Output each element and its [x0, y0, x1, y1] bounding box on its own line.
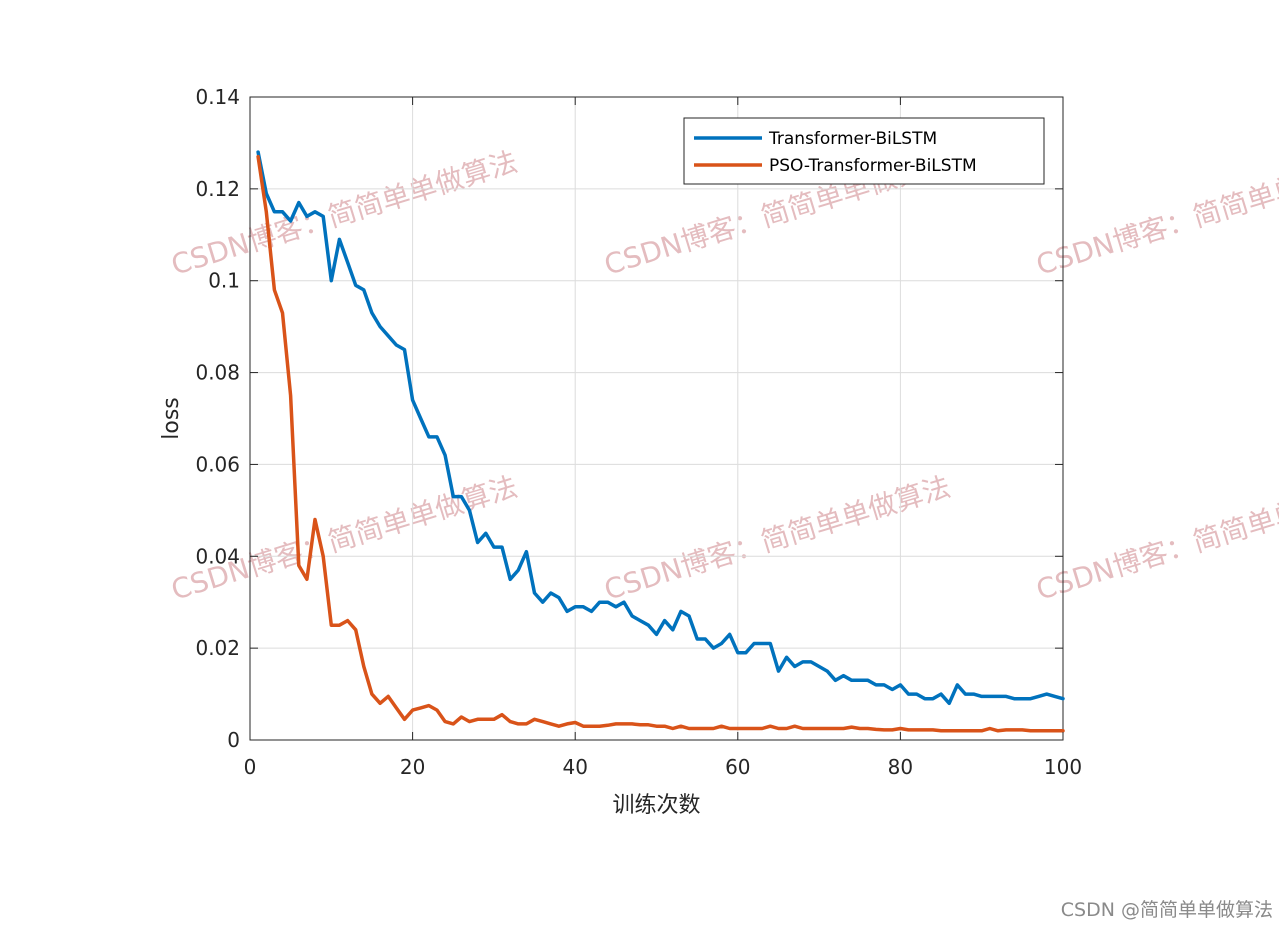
y-tick-label: 0.08: [195, 361, 240, 385]
series-layer: [256, 150, 1065, 733]
watermark-text: CSDN博客：简简单单做算法: [167, 470, 521, 607]
y-axis-label: loss: [159, 397, 184, 440]
watermark-text: CSDN博客：简简单单做算法: [1032, 470, 1279, 607]
series-line-1: [256, 150, 1065, 706]
plot-area: [249, 96, 1064, 741]
x-axis-label: 训练次数: [612, 793, 700, 818]
x-tick-label: 0: [244, 755, 257, 779]
watermark-layer: CSDN博客：简简单单做算法 CSDN博客：简简单单做算法 CSDN博客：简简单单做…: [167, 145, 1279, 607]
y-tick-label: 0: [227, 728, 240, 752]
legend: Transformer-BiLSTM PSO-Transformer-BiLSTM: [683, 117, 1045, 185]
y-axis-ticks: 0 0.02 0.04 0.06 0.08 0.1 0.12 0.14: [195, 85, 1063, 752]
series-line-2: [256, 154, 1065, 733]
y-tick-label: 0.12: [195, 177, 240, 201]
legend-box: [683, 117, 1045, 185]
y-tick-label: 0.06: [195, 452, 240, 476]
legend-label: Transformer-BiLSTM: [768, 129, 937, 149]
x-tick-label: 80: [888, 755, 913, 779]
y-tick-label: 0.02: [195, 636, 240, 660]
footer-watermark: CSDN @简简单单做算法: [1060, 899, 1273, 921]
watermark-text: CSDN博客：简简单单做算法: [1032, 145, 1279, 282]
watermark-text: CSDN博客：简简单单做算法: [600, 470, 954, 607]
x-tick-label: 40: [562, 755, 587, 779]
y-tick-label: 0.14: [195, 85, 240, 109]
watermark-text: CSDN博客：简简单单做算法: [167, 145, 521, 282]
y-tick-label: 0.1: [208, 269, 240, 293]
y-tick-label: 0.04: [195, 544, 240, 568]
x-axis-ticks: 0 20 40 60 80 100: [244, 97, 1082, 779]
legend-label: PSO-Transformer-BiLSTM: [769, 156, 977, 176]
x-tick-label: 100: [1044, 755, 1082, 779]
x-tick-label: 20: [400, 755, 425, 779]
x-tick-label: 60: [725, 755, 750, 779]
